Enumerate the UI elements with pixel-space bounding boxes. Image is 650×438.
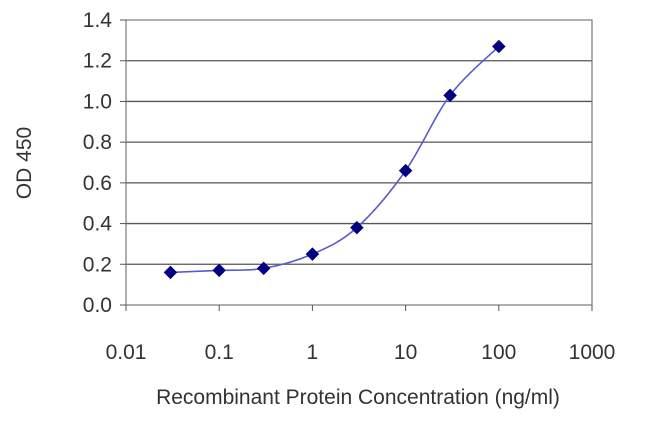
x-tick-label: 0.01 [106,341,147,364]
data-point [398,163,413,178]
series-line [170,45,500,274]
x-tick-label: 0.1 [205,341,234,364]
x-tick-label: 1000 [569,341,616,364]
y-axis-title: OD 450 [13,127,36,199]
y-tick-label: 0.4 [83,213,113,236]
data-point [491,39,506,54]
x-tick-label: 100 [481,341,516,364]
grid-lines [126,60,592,265]
plot-area [125,19,593,306]
y-tick-label: 0.2 [83,253,112,276]
data-point [212,263,227,278]
x-tick-label: 10 [394,341,417,364]
y-axis-ticks: 0.0 0.2 0.4 0.6 0.8 1.0 1.2 1.4 [83,9,126,317]
y-tick-label: 0.0 [83,294,112,317]
x-axis-title: Recombinant Protein Concentration (ng/ml… [156,386,560,409]
data-point [350,220,364,235]
x-axis-ticks: 0.01 0.1 1 10 100 1000 [106,305,616,364]
x-tick-label: 1 [307,341,319,364]
data-point [256,261,271,276]
y-tick-label: 0.8 [83,131,112,154]
y-tick-label: 1.0 [83,90,112,113]
y-tick-label: 0.6 [83,172,112,195]
series-layer [163,39,506,280]
data-point [163,265,178,280]
data-point [443,88,457,103]
y-tick-label: 1.2 [83,50,112,73]
y-tick-label: 1.4 [83,9,113,32]
data-point [305,247,320,261]
